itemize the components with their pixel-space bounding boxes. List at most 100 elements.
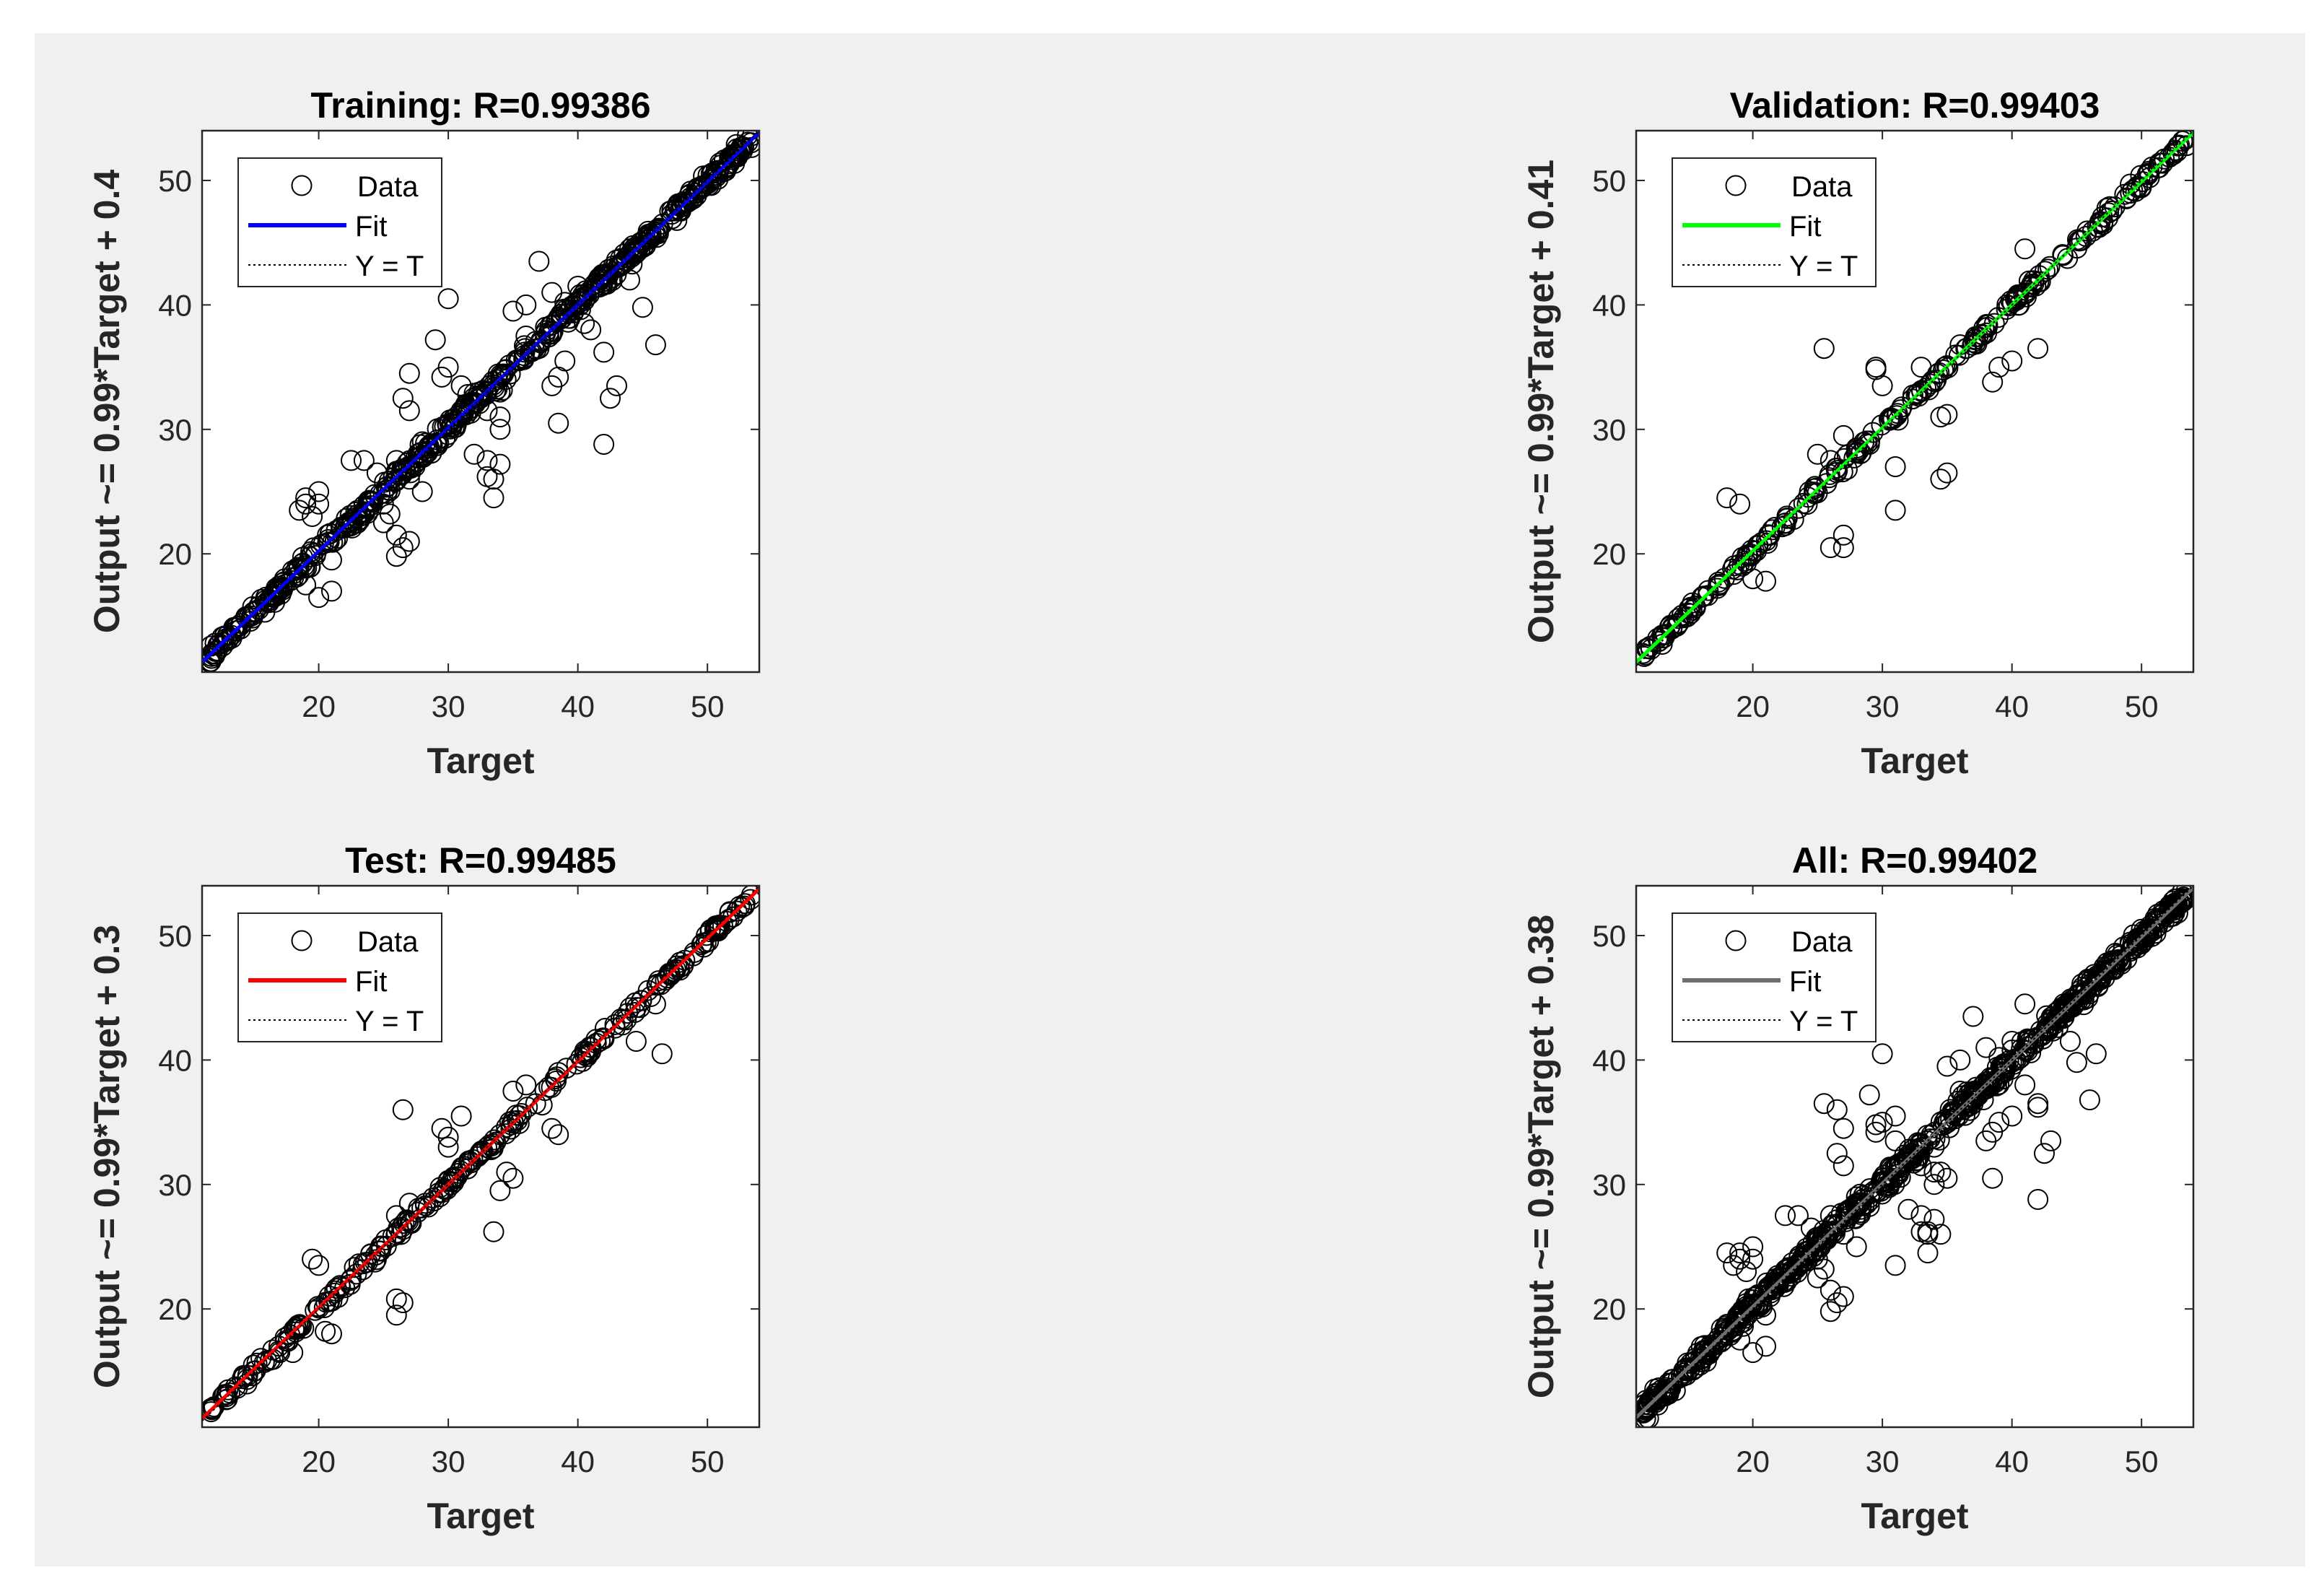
data-point bbox=[514, 341, 536, 363]
data-point bbox=[619, 269, 640, 291]
all-legend: Data Fit Y = T bbox=[1672, 912, 1877, 1042]
data-point bbox=[2087, 216, 2108, 238]
data-point bbox=[243, 1360, 265, 1382]
data-point bbox=[372, 493, 394, 515]
data-point bbox=[2052, 244, 2074, 266]
data-point bbox=[2136, 163, 2158, 185]
data-point bbox=[593, 341, 615, 363]
data-point bbox=[1636, 642, 1654, 664]
validation-data-points bbox=[1636, 131, 2193, 667]
data-point bbox=[469, 1142, 491, 1164]
data-point bbox=[2034, 1143, 2055, 1164]
data-point bbox=[415, 1195, 436, 1216]
data-point bbox=[417, 442, 438, 463]
data-point bbox=[2027, 1093, 2049, 1115]
data-point bbox=[490, 364, 511, 385]
data-point bbox=[733, 895, 755, 917]
data-point bbox=[1982, 1167, 2004, 1189]
training-title: Training: R=0.99386 bbox=[310, 85, 650, 126]
data-point bbox=[730, 139, 751, 160]
x-tick-label: 30 bbox=[1866, 1445, 1900, 1478]
data-point bbox=[424, 329, 446, 351]
data-point bbox=[1884, 1255, 1906, 1276]
data-point bbox=[1803, 1239, 1825, 1260]
training-identity-line bbox=[202, 131, 759, 667]
data-point bbox=[1996, 299, 2017, 320]
data-point bbox=[632, 297, 653, 318]
data-point bbox=[302, 506, 323, 527]
data-point bbox=[253, 1351, 275, 1373]
legend-data-marker bbox=[291, 930, 313, 951]
data-point bbox=[396, 452, 418, 474]
data-point bbox=[445, 1167, 466, 1189]
data-point bbox=[1903, 1145, 1925, 1167]
data-point bbox=[670, 193, 692, 215]
data-point bbox=[227, 1377, 248, 1399]
data-point bbox=[295, 487, 317, 509]
data-point bbox=[1693, 1340, 1714, 1361]
x-tick-label: 40 bbox=[1995, 1445, 2029, 1478]
data-point bbox=[489, 381, 511, 403]
data-point bbox=[2059, 1031, 2081, 1052]
data-point bbox=[1902, 388, 1923, 410]
data-point bbox=[392, 1099, 414, 1120]
data-point bbox=[1923, 1174, 1945, 1195]
data-point bbox=[1975, 1130, 1997, 1151]
data-point bbox=[302, 1248, 323, 1270]
data-point bbox=[1682, 1359, 1704, 1381]
data-point bbox=[1933, 360, 1954, 380]
data-point bbox=[2133, 920, 2154, 942]
x-tick-label: 20 bbox=[302, 1445, 336, 1478]
data-point bbox=[434, 1177, 455, 1199]
regression-figure: 20 30 40 50 20 30 40 50 Training: R=0.99386 Targe… bbox=[87, 85, 2195, 1536]
data-point bbox=[2053, 1001, 2074, 1022]
y-tick-label: 20 bbox=[158, 1292, 192, 1326]
data-point bbox=[2120, 183, 2141, 204]
data-point bbox=[2001, 350, 2023, 372]
data-point bbox=[396, 1209, 418, 1231]
data-point bbox=[437, 288, 459, 310]
data-point bbox=[528, 338, 550, 360]
data-point bbox=[217, 1379, 239, 1400]
data-point bbox=[1884, 456, 1906, 477]
data-point bbox=[1923, 1136, 1945, 1158]
data-point bbox=[2027, 338, 2049, 360]
data-point bbox=[1845, 1236, 1867, 1258]
data-point bbox=[483, 1221, 504, 1242]
x-tick-label: 30 bbox=[432, 1445, 466, 1478]
test-axes-box bbox=[201, 884, 761, 1429]
data-point bbox=[1742, 1289, 1764, 1311]
data-point bbox=[1826, 1143, 1848, 1164]
data-point bbox=[1807, 1248, 1828, 1270]
data-point bbox=[1724, 555, 1745, 577]
training-y-label: Output ~= 0.99*Target + 0.4 bbox=[87, 170, 127, 634]
data-point bbox=[1727, 1307, 1749, 1328]
data-point bbox=[593, 1028, 615, 1050]
data-point bbox=[321, 580, 342, 602]
test-plot-area bbox=[202, 886, 759, 1423]
data-point bbox=[1832, 524, 1854, 546]
data-point bbox=[1962, 1006, 1984, 1027]
data-point bbox=[295, 574, 317, 596]
data-point bbox=[2097, 207, 2118, 229]
data-point bbox=[697, 173, 719, 194]
training-data-points bbox=[202, 131, 759, 672]
validation-title: Validation: R=0.99403 bbox=[1730, 85, 2100, 126]
data-point bbox=[1776, 507, 1798, 529]
data-point bbox=[1813, 1093, 1835, 1115]
data-point bbox=[2014, 993, 2036, 1015]
data-point bbox=[496, 1162, 517, 1183]
data-point bbox=[1884, 1130, 1906, 1151]
data-point bbox=[1738, 1296, 1760, 1317]
data-point bbox=[1982, 371, 2004, 393]
data-point bbox=[1910, 1155, 1932, 1177]
data-point bbox=[2126, 928, 2148, 949]
data-point bbox=[1747, 534, 1768, 556]
test-title: Test: R=0.99485 bbox=[345, 840, 616, 881]
data-point bbox=[1776, 1259, 1797, 1281]
data-point bbox=[661, 200, 683, 221]
test-identity-line bbox=[202, 886, 759, 1422]
x-tick-label: 40 bbox=[561, 1445, 595, 1478]
data-point bbox=[502, 1110, 524, 1132]
data-point bbox=[502, 1081, 524, 1102]
